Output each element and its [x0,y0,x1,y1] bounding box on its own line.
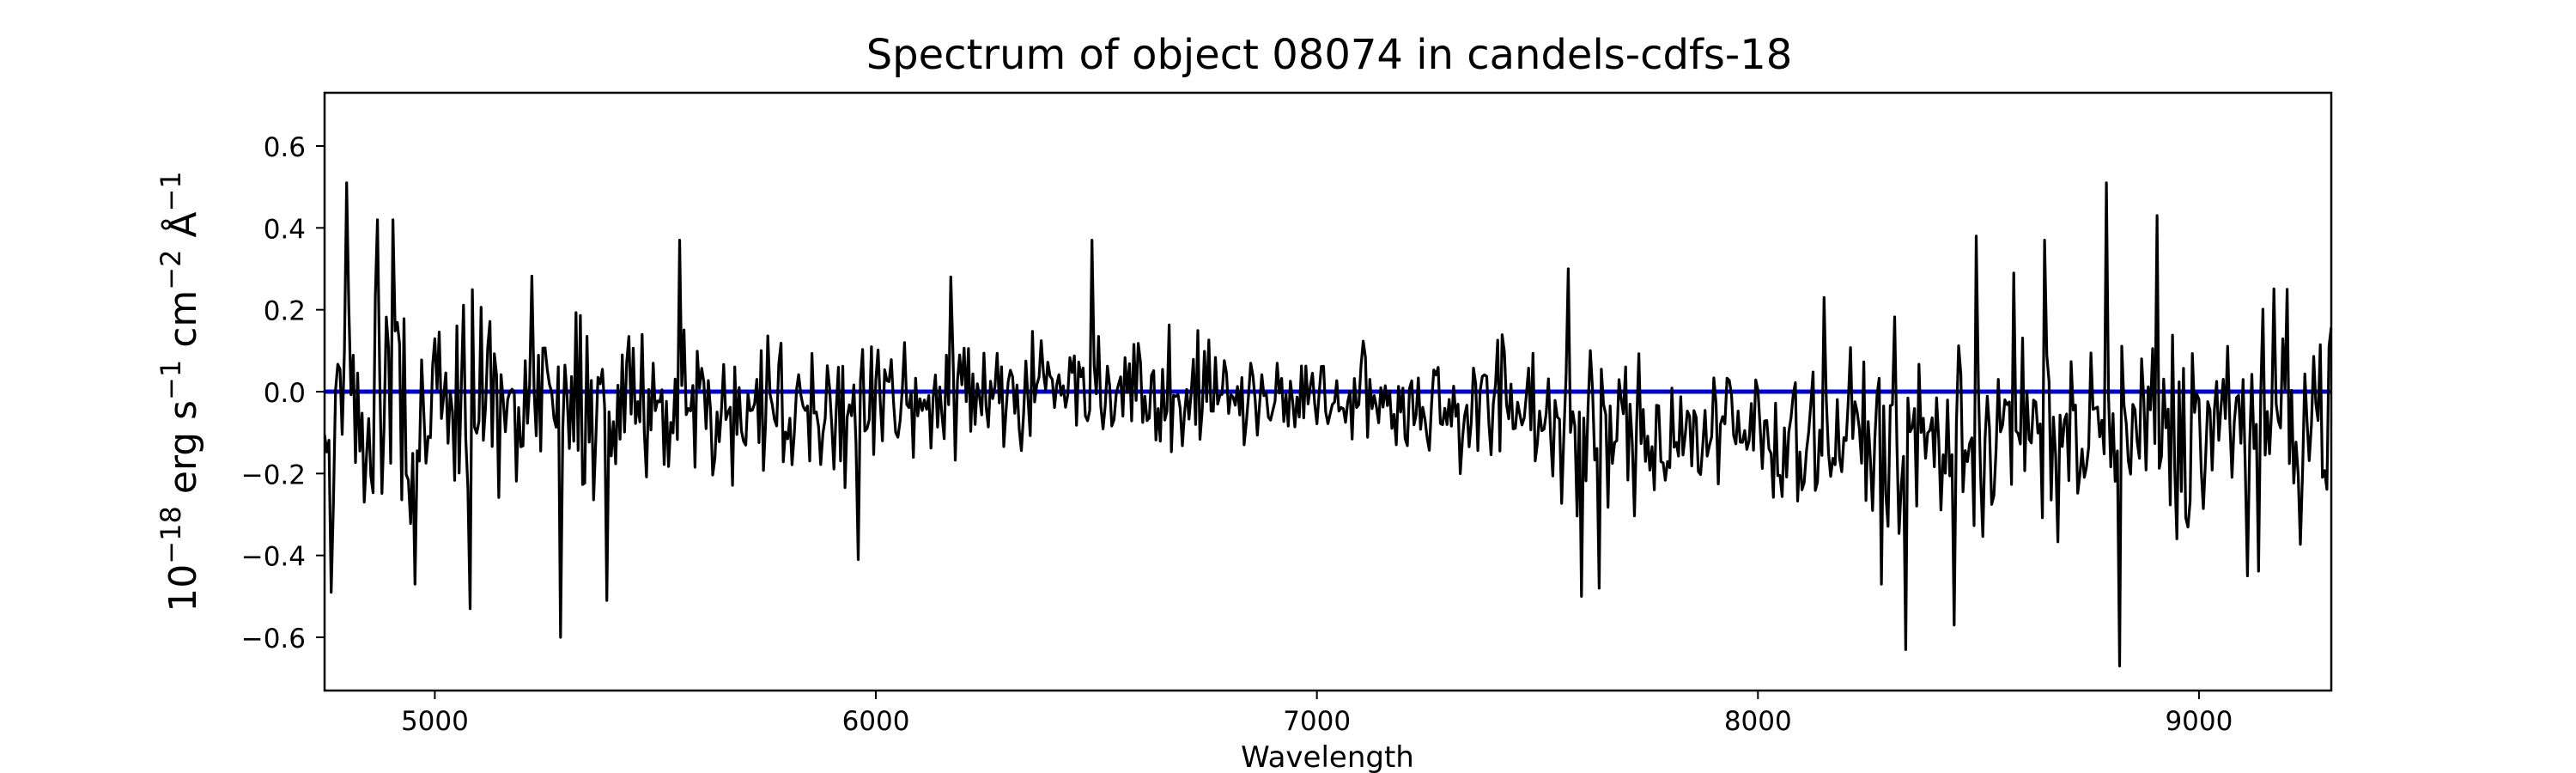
x-axis-label: Wavelength [1241,740,1414,773]
x-tick-label: 7000 [1283,706,1351,737]
x-tick-label: 9000 [2165,706,2233,737]
y-tick-label: 0.4 [264,214,306,245]
y-tick-label: 0.0 [264,378,306,409]
y-tick-label: −0.6 [241,624,306,654]
y-tick-label: −0.4 [241,542,306,573]
flux-spectrum-line [325,181,2331,667]
x-tick-label: 6000 [842,706,910,737]
y-tick-label: 0.6 [264,132,306,163]
y-tick-label: −0.2 [241,460,306,490]
error-spectrum-line [329,93,2330,94]
y-axis: −0.6 −0.4 −0.2 0.0 0.2 0.4 0.6 [241,132,325,654]
x-axis: 5000 6000 7000 8000 9000 [401,691,2233,737]
y-axis-label: 10−18 erg s−1 cm−2 Å−1 [155,171,205,612]
x-tick-label: 5000 [401,706,469,737]
plot-area [325,93,2331,667]
y-tick-label: 0.2 [264,296,306,327]
x-tick-label: 8000 [1724,706,1792,737]
chart-title: Spectrum of object 08074 in candels-cdfs… [866,31,1793,79]
